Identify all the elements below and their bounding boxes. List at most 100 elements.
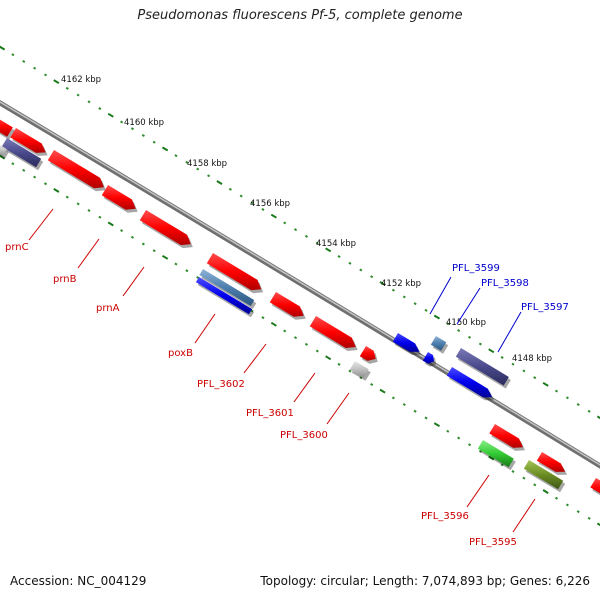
outer-minor-tick: [533, 376, 537, 380]
outer-minor-tick: [522, 369, 526, 373]
inner-minor-tick: [141, 242, 145, 246]
outer-major-tick: [0, 45, 6, 51]
leader-poxB: [194, 313, 216, 344]
gene-prnA-2: [139, 210, 193, 249]
inner-major-tick: [53, 188, 60, 193]
map-title: Pseudomonas fluorescens Pf-5, complete g…: [137, 8, 463, 23]
outer-minor-tick: [370, 275, 374, 279]
outer-minor-tick: [196, 167, 200, 171]
gene-poxB-body: [206, 253, 262, 291]
gene-red-PFL_3595: [536, 452, 568, 475]
inner-minor-tick: [315, 349, 319, 353]
gene-PFL_3601: [309, 316, 358, 351]
gene-label-prnB: prnB: [53, 274, 77, 285]
gene-PFL_3600-body: [359, 346, 376, 361]
inner-minor-tick: [185, 269, 189, 273]
inner-minor-tick: [152, 249, 156, 253]
leader-PFL_3595: [512, 498, 536, 533]
tick-label-4158: 4158 kbp: [187, 159, 227, 169]
inner-minor-tick: [76, 202, 80, 206]
outer-minor-tick: [304, 234, 309, 238]
gene-PFL_3602: [269, 292, 306, 320]
inner-minor-tick: [348, 369, 352, 373]
gene-blue-PFL_3599-body: [392, 333, 420, 352]
gene-PFL_3595: [523, 460, 566, 493]
inner-minor-tick: [87, 209, 91, 212]
inner-major-tick: [379, 388, 386, 394]
gene-label-poxB: poxB: [168, 348, 193, 359]
gene-prnA: [101, 185, 138, 213]
gene-label-PFL_3595: PFL_3595: [469, 537, 517, 548]
inner-minor-tick: [468, 443, 472, 447]
gene-red-PFL_3595-body: [536, 452, 566, 472]
gene-gray-PFL_3600: [349, 361, 371, 381]
outer-tick-row: [0, 45, 600, 420]
outer-minor-tick: [337, 255, 341, 259]
outer-minor-tick: [391, 288, 395, 292]
tick-label-4156: 4156 kbp: [250, 199, 290, 209]
outer-minor-tick: [11, 53, 15, 57]
outer-major-tick: [542, 381, 549, 387]
outer-major-tick: [161, 146, 169, 152]
inner-minor-tick: [11, 162, 15, 166]
outer-minor-tick: [76, 93, 80, 97]
gene-prnB-body: [47, 150, 104, 189]
outer-minor-tick: [565, 396, 569, 400]
gene-prnA-2-body: [139, 210, 191, 246]
gene-blue-PFL_3599: [392, 333, 422, 355]
outer-major-tick: [216, 180, 223, 185]
inner-minor-tick: [478, 449, 482, 453]
inner-major-tick: [0, 154, 6, 160]
gene-label-PFL_3598: PFL_3598: [481, 278, 529, 289]
gene-label-PFL_3601: PFL_3601: [246, 408, 294, 419]
outer-minor-tick: [424, 308, 428, 312]
outer-minor-tick: [152, 140, 156, 144]
gene-steel-poxB-body: [199, 269, 255, 306]
outer-minor-tick: [283, 221, 287, 225]
gene-label-PFL_3596: PFL_3596: [421, 511, 469, 522]
outer-major-tick: [488, 348, 495, 354]
tick-label-4148: 4148 kbp: [512, 354, 552, 364]
leader-prnB: [77, 238, 100, 269]
leader-PFL_3600: [326, 392, 350, 425]
outer-minor-tick: [576, 403, 580, 407]
gene-label-prnA: prnA: [96, 303, 120, 314]
inner-minor-tick: [120, 229, 124, 233]
gene-blue-small: [422, 352, 436, 367]
outer-major-tick: [270, 213, 277, 219]
inner-tick-row: [0, 154, 600, 527]
gene-red-right-edge-body: [590, 478, 600, 494]
gene-label-PFL_3599: PFL_3599: [452, 263, 500, 274]
inner-minor-tick: [196, 275, 200, 279]
outer-minor-tick: [87, 100, 91, 104]
inner-minor-tick: [174, 262, 178, 266]
gene-PFL_3596-strand-body: [489, 424, 523, 448]
inner-minor-tick: [446, 429, 450, 433]
inner-minor-tick: [511, 470, 515, 473]
gene-steel-poxB: [199, 269, 257, 309]
tick-label-4162: 4162 kbp: [61, 75, 101, 85]
inner-minor-tick: [587, 516, 591, 520]
gene-blue-PFL_3597-body: [446, 367, 493, 398]
inner-minor-tick: [500, 463, 504, 467]
outer-minor-tick: [120, 120, 124, 124]
outer-minor-tick: [250, 201, 254, 205]
tick-label-4150: 4150 kbp: [446, 318, 486, 328]
outer-minor-tick: [478, 342, 482, 346]
inner-minor-tick: [337, 362, 341, 366]
gene-poxB: [206, 253, 264, 294]
inner-minor-tick: [130, 235, 134, 239]
outer-minor-tick: [33, 66, 37, 70]
gene-gray-PFL_3600-body: [349, 361, 369, 378]
gene-red-right-edge: [590, 478, 600, 496]
outer-minor-tick: [402, 295, 406, 299]
outer-minor-tick: [141, 133, 145, 137]
outer-minor-tick: [130, 127, 134, 131]
gene-PFL_3597: [455, 348, 511, 389]
inner-minor-tick: [250, 309, 254, 313]
outer-major-tick: [433, 314, 441, 320]
inner-minor-tick: [370, 383, 374, 386]
inner-major-tick: [596, 522, 600, 527]
outer-minor-tick: [554, 389, 559, 393]
